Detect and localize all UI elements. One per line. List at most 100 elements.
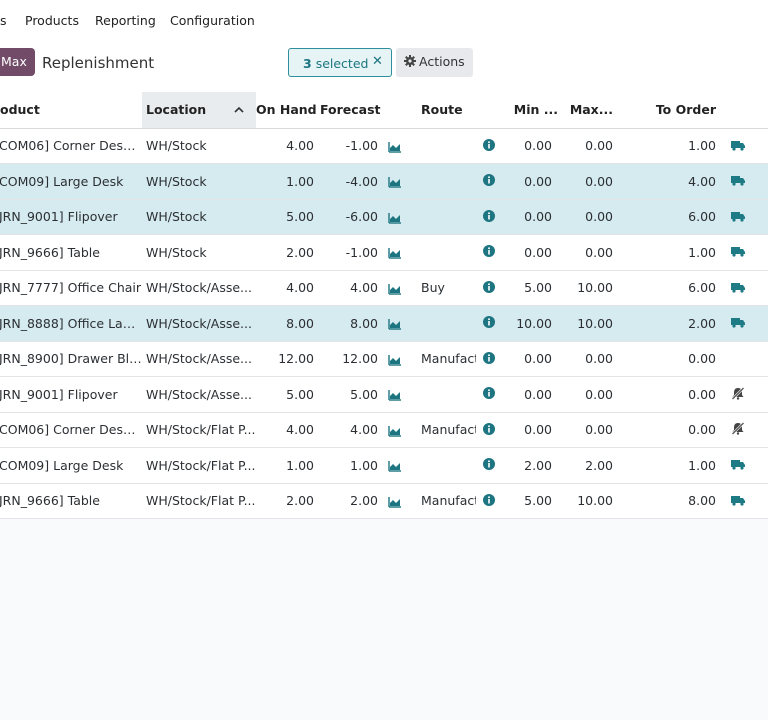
cell-to-order: 0.00 <box>630 412 720 448</box>
cell-action <box>720 199 768 235</box>
info-icon[interactable] <box>483 493 495 509</box>
table-row[interactable]: JRN_9666] Table WH/Stock/Flat P... 2.00 2.0… <box>0 483 768 519</box>
menu-item-partial[interactable]: s <box>0 13 7 28</box>
header-max[interactable]: Max... <box>558 92 630 129</box>
cell-product: JRN_8900] Drawer Black <box>0 341 142 377</box>
cell-max: 10.00 <box>558 305 630 342</box>
cell-max: 2.00 <box>558 447 630 484</box>
menu-item-reporting[interactable]: Reporting <box>95 13 156 28</box>
forecast-chart-icon[interactable] <box>388 460 402 475</box>
cell-to-order: 6.00 <box>630 199 720 235</box>
cell-product: JRN_9001] Flipover <box>0 376 142 413</box>
info-icon[interactable] <box>483 245 495 260</box>
forecast-chart-icon[interactable] <box>388 212 402 227</box>
cell-location: WH/Stock <box>142 199 256 235</box>
forecast-chart-icon[interactable] <box>388 247 402 262</box>
forecast-chart-icon[interactable] <box>388 176 402 191</box>
cell-min: 5.00 <box>506 270 558 306</box>
cell-action <box>720 163 768 200</box>
table-row[interactable]: JRN_7777] Office Chair WH/Stock/Asse... 4.… <box>0 270 768 306</box>
cell-on-hand: 4.00 <box>256 412 320 448</box>
cell-location: WH/Stock <box>142 234 256 271</box>
cell-info <box>476 483 506 519</box>
max-badge[interactable]: Max <box>0 48 35 76</box>
menu-item-configuration[interactable]: Configuration <box>170 13 255 28</box>
truck-icon[interactable] <box>731 281 745 296</box>
table-row[interactable]: COM06] Corner Desk ... WH/Stock 4.00 -1.00 0… <box>0 128 768 164</box>
forecast-chart-icon[interactable] <box>388 141 402 156</box>
header-min[interactable]: Min ... <box>506 92 558 129</box>
truck-icon[interactable] <box>731 494 745 509</box>
cell-to-order: 2.00 <box>630 305 720 342</box>
snooze-icon[interactable] <box>731 386 745 403</box>
truck-icon[interactable] <box>731 245 745 260</box>
cell-location: WH/Stock/Asse... <box>142 376 256 413</box>
info-icon[interactable] <box>483 174 495 189</box>
table-row[interactable]: JRN_8888] Office Lamp WH/Stock/Asse... 8.0… <box>0 305 768 342</box>
cell-forecast: 4.00 <box>320 270 388 306</box>
cell-route <box>388 234 476 271</box>
table-row[interactable]: COM09] Large Desk WH/Stock 1.00 -4.00 0.00 0.… <box>0 163 768 200</box>
header-location[interactable]: Location <box>142 92 256 129</box>
menu-item-products[interactable]: Products <box>25 13 79 28</box>
cell-max: 0.00 <box>558 128 630 164</box>
forecast-chart-icon[interactable] <box>388 318 402 333</box>
header-forecast[interactable]: Forecast <box>320 92 388 129</box>
cell-forecast: 2.00 <box>320 483 388 519</box>
info-icon[interactable] <box>483 458 495 473</box>
info-icon[interactable] <box>483 138 495 154</box>
cell-max: 0.00 <box>558 234 630 271</box>
info-icon[interactable] <box>483 316 495 331</box>
forecast-chart-icon[interactable] <box>388 389 402 404</box>
truck-icon[interactable] <box>731 458 745 473</box>
table-row[interactable]: JRN_8900] Drawer Black WH/Stock/Asse... 12… <box>0 341 768 377</box>
cell-to-order: 0.00 <box>630 341 720 377</box>
cell-min: 0.00 <box>506 234 558 271</box>
forecast-chart-icon[interactable] <box>388 496 402 511</box>
forecast-chart-icon[interactable] <box>388 425 402 440</box>
truck-icon[interactable] <box>731 139 745 154</box>
cell-route <box>388 447 476 484</box>
cell-min: 0.00 <box>506 128 558 164</box>
cell-min: 0.00 <box>506 376 558 413</box>
forecast-chart-icon[interactable] <box>388 354 402 369</box>
close-icon[interactable]: ✕ <box>372 54 383 69</box>
header-product[interactable]: oduct <box>0 92 142 129</box>
truck-icon[interactable] <box>731 210 745 225</box>
actions-label: Actions <box>419 54 465 69</box>
header-route[interactable]: Route <box>388 92 476 129</box>
selected-label: selected <box>315 56 369 71</box>
cell-route <box>388 163 476 200</box>
cell-product: JRN_8888] Office Lamp <box>0 305 142 342</box>
table-row[interactable]: JRN_9001] Flipover WH/Stock/Asse... 5.00 5.… <box>0 376 768 413</box>
breadcrumb: Replenishment <box>42 54 155 72</box>
cell-action <box>720 376 768 413</box>
cell-action <box>720 305 768 342</box>
header-actions <box>720 92 768 129</box>
header-to-order[interactable]: To Order <box>630 92 720 129</box>
gear-icon <box>404 55 416 67</box>
table-row[interactable]: COM06] Corner Desk ... WH/Stock/Flat P...… <box>0 412 768 448</box>
cell-to-order: 0.00 <box>630 376 720 413</box>
table-row[interactable]: JRN_9001] Flipover WH/Stock 5.00 -6.00 0.00 0… <box>0 199 768 235</box>
cell-info <box>476 376 506 413</box>
info-icon[interactable] <box>483 422 495 438</box>
truck-icon[interactable] <box>731 316 745 331</box>
info-icon[interactable] <box>483 280 495 296</box>
cell-min: 2.00 <box>506 447 558 484</box>
cell-max: 0.00 <box>558 199 630 235</box>
snooze-icon[interactable] <box>731 422 745 438</box>
cell-info <box>476 447 506 484</box>
table-row[interactable]: JRN_9666] Table WH/Stock 2.00 -1.00 0.00 0.00… <box>0 234 768 271</box>
table-row[interactable]: COM09] Large Desk WH/Stock/Flat P... 1.00 1… <box>0 447 768 484</box>
info-icon[interactable] <box>483 387 495 402</box>
cell-route <box>388 199 476 235</box>
info-icon[interactable] <box>483 351 495 367</box>
truck-icon[interactable] <box>731 174 745 189</box>
info-icon[interactable] <box>483 209 495 225</box>
cell-product: JRN_9001] Flipover <box>0 199 142 235</box>
forecast-chart-icon[interactable] <box>388 283 402 298</box>
cell-to-order: 1.00 <box>630 447 720 484</box>
actions-button[interactable]: Actions <box>396 48 473 77</box>
header-on-hand[interactable]: On Hand <box>256 92 320 129</box>
